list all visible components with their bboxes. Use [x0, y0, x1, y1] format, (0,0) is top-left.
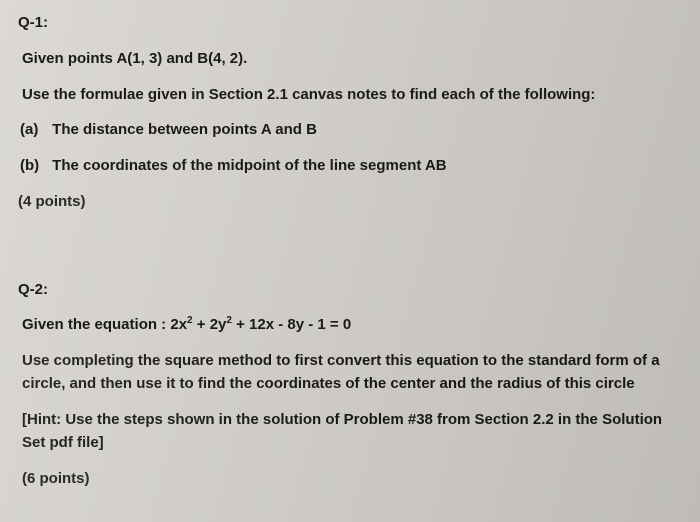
q1-instruction: Use the formulae given in Section 2.1 ca…	[18, 84, 682, 106]
q1-part-b-text: The coordinates of the midpoint of the l…	[52, 157, 446, 174]
q2-hint: [Hint: Use the steps shown in the soluti…	[18, 409, 682, 454]
q2-given-prefix: Given the equation :	[22, 316, 170, 333]
q1-part-a-label: (a)	[20, 119, 48, 141]
q1-given: Given points A(1, 3) and B(4, 2).	[18, 48, 682, 70]
q1-points: (4 points)	[18, 191, 682, 213]
q2-equation: 2x2 + 2y2 + 12x - 8y - 1 = 0	[170, 316, 351, 333]
q2-instruction-line1: Use completing the square method to firs…	[22, 350, 682, 373]
q2-given: Given the equation : 2x2 + 2y2 + 12x - 8…	[18, 314, 682, 336]
q2-heading: Q-2:	[18, 279, 682, 301]
q1-part-a: (a) The distance between points A and B	[18, 119, 682, 141]
q2-instruction-line2: circle, and then use it to find the coor…	[22, 373, 682, 396]
q1-part-b-label: (b)	[20, 155, 48, 177]
q1-part-a-text: The distance between points A and B	[52, 121, 317, 138]
q2-hint-line1: [Hint: Use the steps shown in the soluti…	[22, 409, 682, 432]
section-gap	[18, 227, 682, 279]
q2-points: (6 points)	[18, 468, 682, 490]
q1-heading: Q-1:	[18, 12, 682, 34]
q2-hint-line2: Set pdf file]	[22, 432, 682, 455]
q1-part-b: (b) The coordinates of the midpoint of t…	[18, 155, 682, 177]
q2-instruction: Use completing the square method to firs…	[18, 350, 682, 395]
